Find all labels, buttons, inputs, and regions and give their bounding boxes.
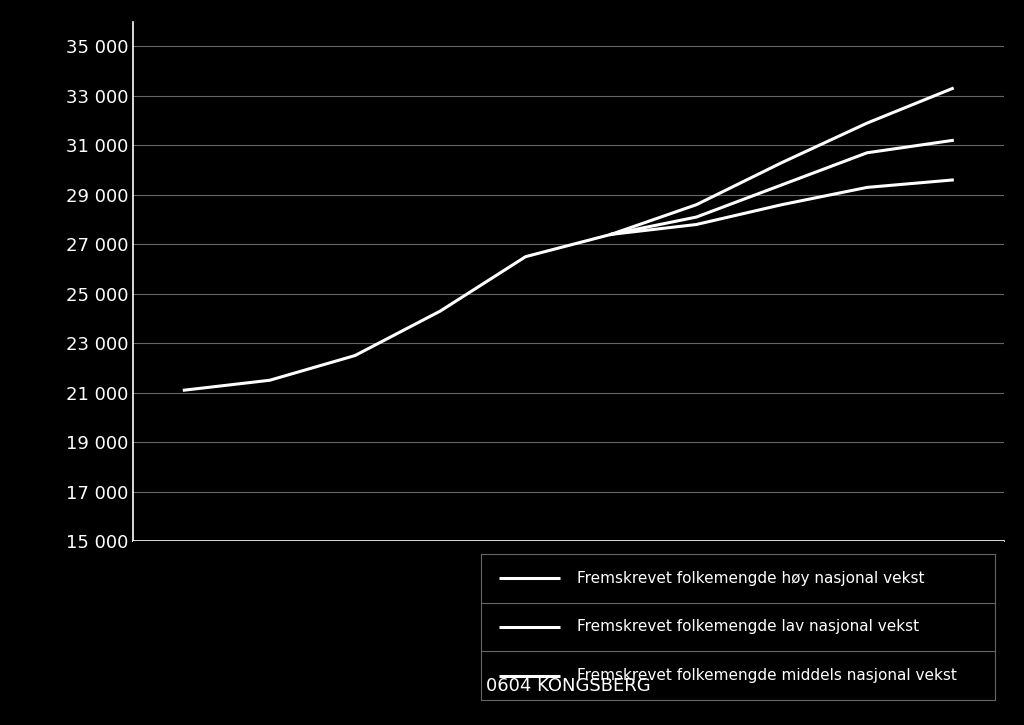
Text: Fremskrevet folkemengde middels nasjonal vekst: Fremskrevet folkemengde middels nasjonal… [578, 668, 956, 683]
Text: 0604 KONGSBERG: 0604 KONGSBERG [486, 677, 650, 695]
Text: Fremskrevet folkemengde lav nasjonal vekst: Fremskrevet folkemengde lav nasjonal vek… [578, 619, 920, 634]
Text: Fremskrevet folkemengde høy nasjonal vekst: Fremskrevet folkemengde høy nasjonal vek… [578, 571, 925, 586]
